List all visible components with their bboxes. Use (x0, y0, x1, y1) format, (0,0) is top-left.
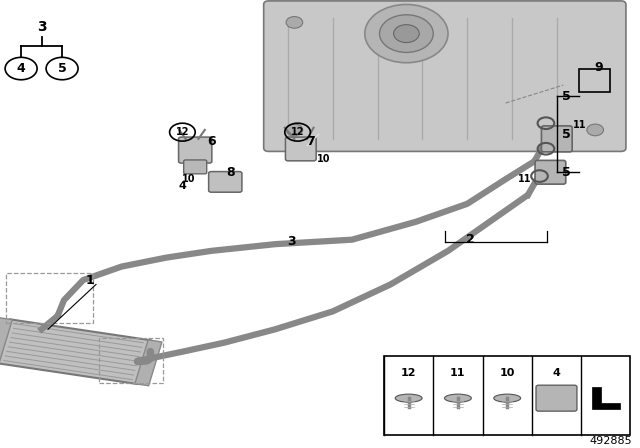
Text: 5: 5 (58, 62, 67, 75)
FancyBboxPatch shape (264, 1, 626, 151)
FancyBboxPatch shape (184, 160, 207, 174)
Text: 5: 5 (562, 90, 571, 103)
FancyBboxPatch shape (0, 319, 150, 384)
Circle shape (394, 25, 419, 43)
Circle shape (286, 17, 303, 28)
Text: 3: 3 (36, 20, 47, 34)
Text: 5: 5 (562, 166, 571, 179)
Circle shape (365, 4, 448, 63)
Text: 10: 10 (316, 154, 330, 164)
FancyBboxPatch shape (536, 385, 577, 411)
Text: 4: 4 (17, 62, 26, 75)
Text: 11: 11 (572, 121, 586, 130)
Text: 7: 7 (306, 134, 315, 148)
Text: 11: 11 (518, 174, 532, 184)
Text: 6: 6 (207, 134, 216, 148)
Text: 2: 2 (466, 233, 475, 246)
FancyBboxPatch shape (0, 318, 12, 363)
Text: 4: 4 (552, 368, 561, 379)
Ellipse shape (396, 394, 422, 402)
FancyBboxPatch shape (179, 137, 212, 163)
Circle shape (380, 15, 433, 52)
Bar (384, 356, 630, 435)
FancyBboxPatch shape (541, 126, 572, 152)
Text: 11: 11 (450, 368, 466, 379)
Circle shape (587, 124, 604, 136)
Text: 10: 10 (499, 368, 515, 379)
Text: 8: 8 (226, 166, 235, 179)
Bar (99, 338, 163, 383)
FancyBboxPatch shape (535, 160, 566, 184)
FancyBboxPatch shape (285, 137, 316, 161)
Text: 4: 4 (179, 181, 186, 191)
Text: 1: 1 (85, 273, 94, 287)
Ellipse shape (494, 394, 521, 402)
Text: 9: 9 (594, 60, 603, 74)
FancyBboxPatch shape (135, 340, 162, 386)
Text: 12: 12 (291, 127, 305, 137)
Circle shape (286, 124, 303, 136)
Text: 5: 5 (562, 128, 571, 141)
Bar (6, 273, 93, 323)
Text: 492885: 492885 (589, 436, 632, 446)
Text: 12: 12 (401, 368, 417, 379)
Bar (579, 69, 610, 92)
Text: 3: 3 (287, 235, 296, 249)
Text: 10: 10 (182, 174, 196, 184)
Text: 12: 12 (175, 127, 189, 137)
FancyBboxPatch shape (209, 172, 242, 192)
Ellipse shape (445, 394, 471, 402)
Polygon shape (591, 387, 620, 409)
